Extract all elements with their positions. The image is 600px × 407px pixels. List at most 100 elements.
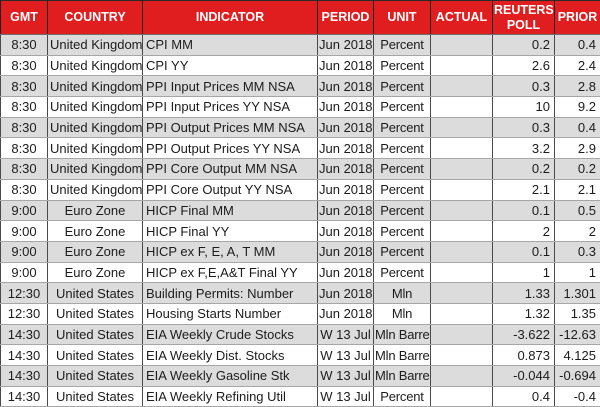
cell-gmt: 8:30 (0, 178, 48, 201)
table-body: 8:30 United Kingdom CPI MM Jun 2018 Perc… (0, 34, 600, 407)
cell-actual (430, 220, 493, 242)
column-header-actual: ACTUAL (430, 0, 493, 35)
cell-period: Jun 2018 (317, 302, 374, 325)
table-row: 14:30 United States EIA Weekly Crude Sto… (0, 323, 600, 346)
cell-unit: Mln Barrel (373, 323, 431, 346)
cell-period: Jun 2018 (317, 158, 374, 180)
cell-unit: Mln (373, 282, 431, 304)
cell-country: Euro Zone (47, 240, 143, 263)
cell-indicator: PPI Output Prices MM NSA (142, 116, 318, 139)
cell-prior: 0.3 (554, 240, 600, 263)
cell-period: Jun 2018 (317, 178, 374, 201)
cell-country: United States (47, 323, 143, 346)
cell-reuters-poll: 0.873 (492, 344, 555, 366)
cell-indicator: Building Permits: Number (142, 282, 318, 304)
cell-period: Jun 2018 (317, 282, 374, 304)
cell-indicator: CPI MM (142, 34, 318, 56)
cell-gmt: 8:30 (0, 54, 48, 77)
cell-indicator: CPI YY (142, 54, 318, 77)
cell-indicator: EIA Weekly Dist. Stocks (142, 344, 318, 366)
cell-actual (430, 54, 493, 77)
column-header-period: PERIOD (317, 0, 374, 35)
cell-gmt: 9:00 (0, 220, 48, 242)
cell-actual (430, 116, 493, 139)
cell-period: W 13 Jul (317, 365, 374, 387)
table-row: 8:30 United Kingdom PPI Core Output MM N… (0, 158, 600, 180)
cell-actual (430, 178, 493, 201)
cell-prior: -0.4 (554, 385, 600, 407)
cell-country: United States (47, 302, 143, 325)
cell-period: W 13 Jul (317, 344, 374, 366)
cell-period: W 13 Jul (317, 385, 374, 407)
table-row: 12:30 United States Building Permits: Nu… (0, 282, 600, 304)
cell-gmt: 8:30 (0, 137, 48, 160)
cell-country: United Kingdom (47, 75, 143, 98)
cell-actual (430, 385, 493, 407)
cell-actual (430, 34, 493, 56)
cell-period: Jun 2018 (317, 34, 374, 56)
table-row: 8:30 United Kingdom PPI Input Prices MM … (0, 75, 600, 98)
cell-gmt: 8:30 (0, 75, 48, 98)
table-row: 14:30 United States EIA Weekly Refining … (0, 385, 600, 407)
cell-period: Jun 2018 (317, 261, 374, 284)
cell-reuters-poll: 2 (492, 220, 555, 242)
table-header: GMT COUNTRY INDICATOR PERIOD UNIT ACTUAL… (0, 0, 600, 35)
cell-reuters-poll: 3.2 (492, 137, 555, 160)
cell-country: United States (47, 344, 143, 366)
cell-actual (430, 344, 493, 366)
table-row: 8:30 United Kingdom CPI YY Jun 2018 Perc… (0, 54, 600, 77)
cell-unit: Percent (373, 96, 431, 118)
cell-indicator: HICP Final YY (142, 220, 318, 242)
cell-period: Jun 2018 (317, 137, 374, 160)
cell-period: Jun 2018 (317, 54, 374, 77)
cell-reuters-poll: 1.32 (492, 302, 555, 325)
cell-gmt: 14:30 (0, 344, 48, 366)
cell-country: United Kingdom (47, 137, 143, 160)
cell-gmt: 12:30 (0, 302, 48, 325)
table-row: 8:30 United Kingdom PPI Output Prices MM… (0, 116, 600, 139)
cell-indicator: EIA Weekly Crude Stocks (142, 323, 318, 346)
cell-reuters-poll: -3.622 (492, 323, 555, 346)
table-row: 9:00 Euro Zone HICP Final MM Jun 2018 Pe… (0, 199, 600, 222)
cell-unit: Percent (373, 385, 431, 407)
cell-gmt: 8:30 (0, 96, 48, 118)
table-row: 12:30 United States Housing Starts Numbe… (0, 302, 600, 325)
cell-unit: Percent (373, 178, 431, 201)
cell-prior: 2.4 (554, 54, 600, 77)
cell-reuters-poll: -0.044 (492, 365, 555, 387)
cell-country: United States (47, 365, 143, 387)
column-header-country: COUNTRY (47, 0, 143, 35)
cell-prior: 2.9 (554, 137, 600, 160)
cell-indicator: HICP ex F, E, A, T MM (142, 240, 318, 263)
cell-reuters-poll: 2.1 (492, 178, 555, 201)
cell-prior: 0.2 (554, 158, 600, 180)
cell-country: United Kingdom (47, 96, 143, 118)
cell-country: United Kingdom (47, 34, 143, 56)
table-row: 14:30 United States EIA Weekly Gasoline … (0, 365, 600, 387)
cell-prior: 2 (554, 220, 600, 242)
cell-unit: Percent (373, 220, 431, 242)
cell-unit: Percent (373, 240, 431, 263)
cell-reuters-poll: 0.2 (492, 158, 555, 180)
cell-country: Euro Zone (47, 261, 143, 284)
cell-unit: Percent (373, 137, 431, 160)
cell-gmt: 8:30 (0, 158, 48, 180)
cell-reuters-poll: 1.33 (492, 282, 555, 304)
cell-period: Jun 2018 (317, 199, 374, 222)
cell-prior: 1.35 (554, 302, 600, 325)
cell-country: Euro Zone (47, 220, 143, 242)
cell-gmt: 12:30 (0, 282, 48, 304)
cell-reuters-poll: 0.3 (492, 116, 555, 139)
cell-country: United States (47, 385, 143, 407)
cell-unit: Mln Barrel (373, 365, 431, 387)
header-row: GMT COUNTRY INDICATOR PERIOD UNIT ACTUAL… (0, 0, 600, 35)
cell-gmt: 14:30 (0, 323, 48, 346)
cell-period: Jun 2018 (317, 240, 374, 263)
cell-indicator: HICP Final MM (142, 199, 318, 222)
table-row: 8:30 United Kingdom PPI Input Prices YY … (0, 96, 600, 118)
cell-country: United Kingdom (47, 178, 143, 201)
cell-reuters-poll: 2.6 (492, 54, 555, 77)
cell-unit: Mln Barrel (373, 344, 431, 366)
cell-prior: 0.4 (554, 34, 600, 56)
